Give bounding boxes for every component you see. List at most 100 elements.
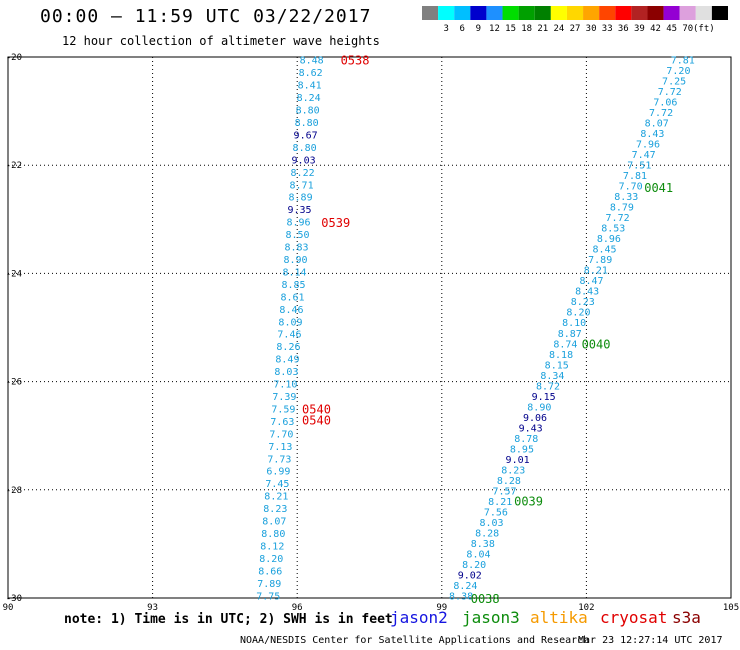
wave-height-point: 8.85 — [281, 280, 305, 291]
wave-height-point: 8.87 — [558, 329, 582, 340]
wave-height-point: 7.57 — [493, 486, 517, 497]
credit-text: NOAA/NESDIS Center for Satellite Applica… — [240, 635, 590, 646]
wave-height-point: 7.75 — [256, 591, 280, 602]
wave-height-point: 8.07 — [262, 517, 286, 528]
wave-height-point: 6.99 — [266, 467, 290, 478]
colorbar-swatch — [695, 6, 712, 20]
wave-height-point: 8.66 — [258, 566, 282, 577]
wave-height-point: 8.47 — [579, 276, 603, 287]
wave-height-point: 8.72 — [536, 381, 560, 392]
wave-height-point: 7.20 — [666, 66, 690, 77]
colorbar-swatch — [422, 6, 439, 20]
chart-title: 00:00 — 11:59 UTC 03/22/2017 — [40, 6, 372, 27]
wave-height-point: 8.78 — [514, 434, 538, 445]
wave-height-point: 7.25 — [662, 77, 686, 88]
wave-height-point: 8.21 — [488, 497, 512, 508]
wave-height-point: 8.38 — [471, 539, 495, 550]
wave-height-point: 8.26 — [276, 342, 300, 353]
wave-height-point: 7.59 — [271, 404, 295, 415]
wave-height-point: 7.70 — [269, 429, 293, 440]
colorbar-label: 12 — [489, 24, 500, 34]
wave-height-point: 8.04 — [466, 549, 490, 560]
colorbar-label: 36 — [618, 24, 629, 34]
colorbar-label: 30 — [586, 24, 597, 34]
wave-height-point: 8.90 — [527, 402, 551, 413]
colorbar-swatch — [518, 6, 535, 20]
wave-height-point: 7.06 — [653, 98, 677, 109]
y-tick-label: -20 — [6, 53, 22, 63]
legend-jason3: jason3 — [462, 608, 520, 627]
timestamp: Mar 23 12:27:14 UTC 2017 — [578, 635, 723, 646]
pass-label: 0038 — [471, 592, 500, 606]
wave-height-point: 9.01 — [506, 455, 530, 466]
colorbar-swatch — [550, 6, 567, 20]
wave-height-point: 8.49 — [275, 355, 299, 366]
wave-height-point: 8.61 — [280, 292, 304, 303]
wave-height-point: 8.80 — [296, 106, 320, 117]
wave-height-point: 9.03 — [292, 155, 316, 166]
wave-height-point: 8.95 — [510, 444, 534, 455]
x-tick-label: 102 — [578, 603, 594, 613]
wave-height-point: 7.89 — [588, 255, 612, 266]
wave-height-point: 8.71 — [290, 180, 314, 191]
wave-height-point: 8.41 — [298, 81, 322, 92]
colorbar-label: 39 — [634, 24, 645, 34]
wave-height-point: 9.35 — [288, 205, 312, 216]
wave-height-point: 8.89 — [289, 193, 313, 204]
y-tick-label: -28 — [6, 486, 22, 496]
wave-height-point: 8.33 — [614, 192, 638, 203]
wave-height-point: 8.15 — [545, 360, 569, 371]
wave-height-point: 8.10 — [562, 318, 586, 329]
wave-height-point: 8.28 — [475, 528, 499, 539]
pass-label: 0041 — [644, 181, 673, 195]
wave-height-point: 7.73 — [267, 454, 291, 465]
wave-height-point: 8.96 — [286, 218, 310, 229]
colorbar-label: 9 — [476, 24, 481, 34]
wave-height-point: 8.23 — [571, 297, 595, 308]
wave-height-point: 8.22 — [291, 168, 315, 179]
legend-altika: altika — [530, 608, 588, 627]
x-tick-label: 93 — [147, 603, 158, 613]
wave-height-point: 8.74 — [553, 339, 577, 350]
wave-height-point: 7.96 — [636, 140, 660, 151]
chart-grid — [8, 57, 731, 598]
colorbar-label: 21 — [537, 24, 548, 34]
legend-jason2: jason2 — [390, 608, 448, 627]
wave-height-point: 8.03 — [479, 518, 503, 529]
wave-height-point: 7.81 — [671, 56, 695, 67]
colorbar-swatch — [583, 6, 600, 20]
wave-height-point: 8.48 — [300, 56, 324, 67]
colorbar-label: 3 — [443, 24, 448, 34]
colorbar-swatch — [566, 6, 584, 20]
x-tick-label: 90 — [3, 603, 14, 613]
wave-height-point: 7.47 — [632, 150, 656, 161]
wave-height-point: 8.24 — [453, 581, 477, 592]
colorbar-swatch — [486, 6, 503, 20]
wave-height-point: 8.18 — [549, 350, 573, 361]
wave-height-point: 8.23 — [501, 465, 525, 476]
wave-height-point: 7.51 — [627, 161, 651, 172]
y-tick-label: -30 — [6, 594, 22, 604]
wave-height-point: 8.21 — [264, 492, 288, 503]
wave-height-point: 8.90 — [283, 255, 307, 266]
colorbar-swatch — [615, 6, 632, 20]
legend-cryosat: cryosat — [600, 608, 668, 627]
colorbar-label: 33 — [602, 24, 613, 34]
colorbar-label: 70 — [682, 24, 693, 34]
colorbar-label: 42 — [650, 24, 661, 34]
y-tick-label: -24 — [6, 269, 22, 279]
colorbar-label: (ft) — [693, 24, 715, 34]
colorbar-swatch — [679, 6, 696, 20]
colorbar-label: 24 — [553, 24, 564, 34]
plot-frame — [7, 56, 732, 599]
chart-subtitle: 12 hour collection of altimeter wave hei… — [62, 34, 380, 48]
wave-height-point: 8.45 — [592, 245, 616, 256]
colorbar-swatch — [663, 6, 680, 20]
wave-height-point: 8.21 — [584, 266, 608, 277]
pass-label: 0040 — [582, 338, 611, 352]
wave-height-point: 7.72 — [606, 213, 630, 224]
colorbar-swatch — [631, 6, 648, 20]
wave-height-point: 8.96 — [597, 234, 621, 245]
colorbar-label: 45 — [666, 24, 677, 34]
wave-height-point: 7.10 — [273, 380, 297, 391]
